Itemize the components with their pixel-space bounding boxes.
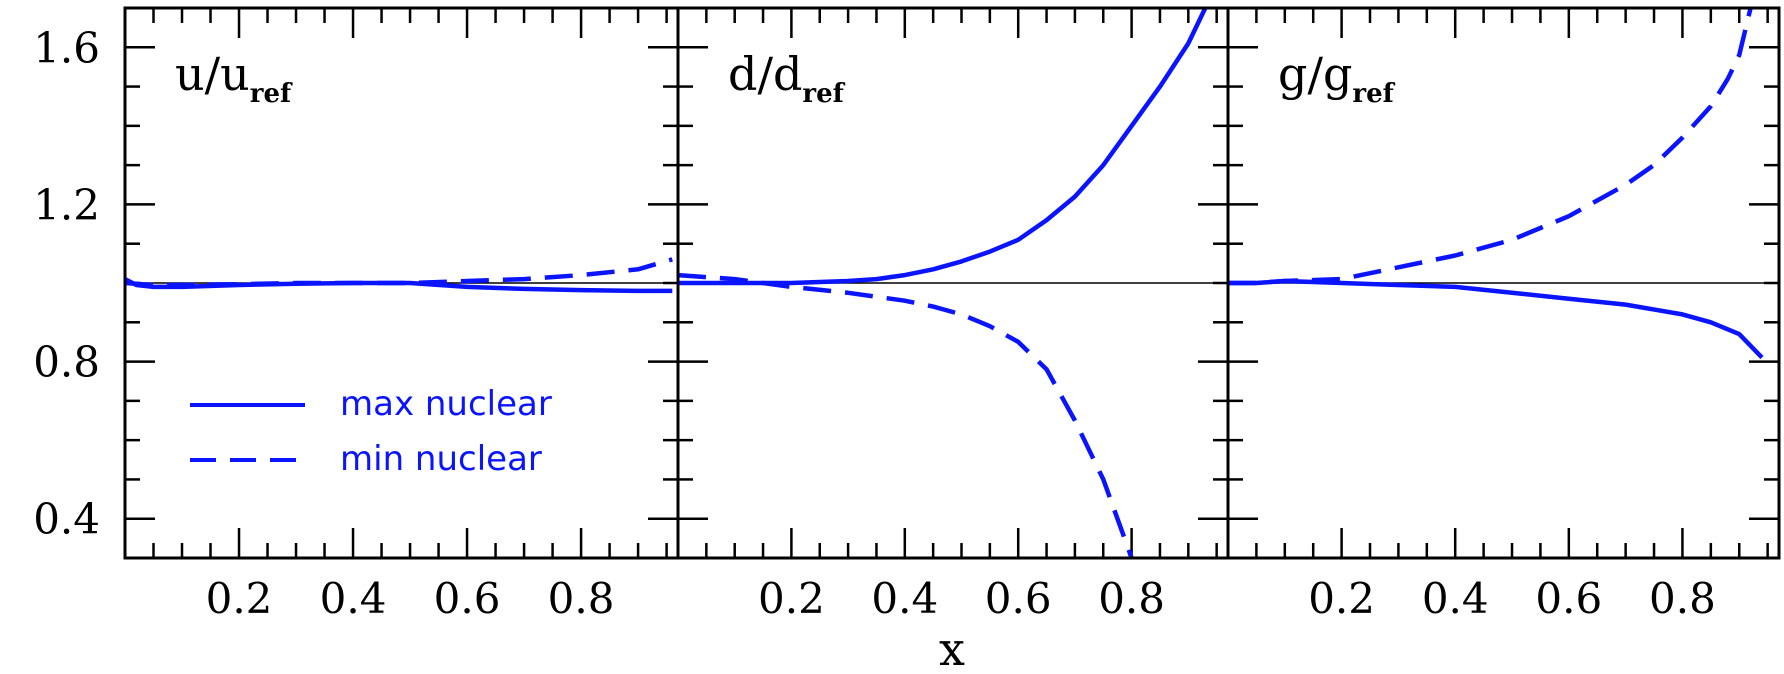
x-tick-label: 0.8 bbox=[548, 574, 615, 623]
y-tick-label: 1.2 bbox=[33, 180, 100, 229]
panel-label-main: u/u bbox=[175, 47, 250, 101]
panel-3: 0.2 0.4 0.6 0.8 g/gref bbox=[1226, 6, 1781, 623]
series-line-solid bbox=[1228, 278, 1764, 360]
x-tick-label: 0.6 bbox=[1535, 574, 1602, 623]
legend-label: max nuclear bbox=[340, 384, 552, 424]
series-group bbox=[678, 8, 1208, 558]
panel-label: g/gref bbox=[1278, 47, 1396, 109]
x-tick-label: 0.4 bbox=[871, 574, 938, 623]
series-line-dashed bbox=[125, 257, 673, 288]
y-tick-label: 0.4 bbox=[33, 495, 100, 544]
panel-label-main: d/d bbox=[728, 47, 802, 101]
x-tick-label: 0.2 bbox=[1308, 574, 1375, 623]
panel-label: u/uref bbox=[175, 47, 293, 109]
series-line-dashed bbox=[1228, 8, 1753, 286]
x-tick-label: 0.4 bbox=[1422, 574, 1489, 623]
panel-frame bbox=[1226, 6, 1781, 560]
x-tick-label: 0.8 bbox=[1098, 574, 1165, 623]
series-line-dashed bbox=[678, 272, 1134, 558]
panel-1: 0.2 0.4 0.6 0.8 u/uref bbox=[123, 6, 680, 623]
series-group bbox=[1228, 8, 1764, 360]
x-tick-label: 0.6 bbox=[434, 574, 501, 623]
y-tick-label: 0.8 bbox=[33, 338, 100, 387]
panel-label-sub: ref bbox=[1352, 79, 1395, 109]
y-tick-label: 1.6 bbox=[33, 23, 100, 72]
legend-label: min nuclear bbox=[340, 439, 542, 479]
legend: max nuclear min nuclear bbox=[190, 384, 552, 479]
panel-label-sub: ref bbox=[250, 79, 293, 109]
series-group bbox=[125, 257, 673, 294]
x-tick-label: 0.6 bbox=[985, 574, 1052, 623]
x-tick-label: 0.2 bbox=[758, 574, 825, 623]
x-tick-label: 0.8 bbox=[1649, 574, 1716, 623]
x-tick-label: 0.2 bbox=[206, 574, 273, 623]
panel-label-sub: ref bbox=[802, 79, 845, 109]
x-tick-label: 0.4 bbox=[320, 574, 387, 623]
panel-label-main: g/g bbox=[1278, 47, 1352, 101]
y-tick-labels: 0.4 0.8 1.2 1.6 bbox=[33, 23, 100, 543]
panel-label: d/dref bbox=[728, 47, 846, 109]
x-axis-label: x bbox=[939, 622, 965, 674]
series-line-solid bbox=[678, 8, 1208, 286]
panel-2: 0.2 0.4 0.6 0.8 d/dref bbox=[676, 6, 1230, 623]
